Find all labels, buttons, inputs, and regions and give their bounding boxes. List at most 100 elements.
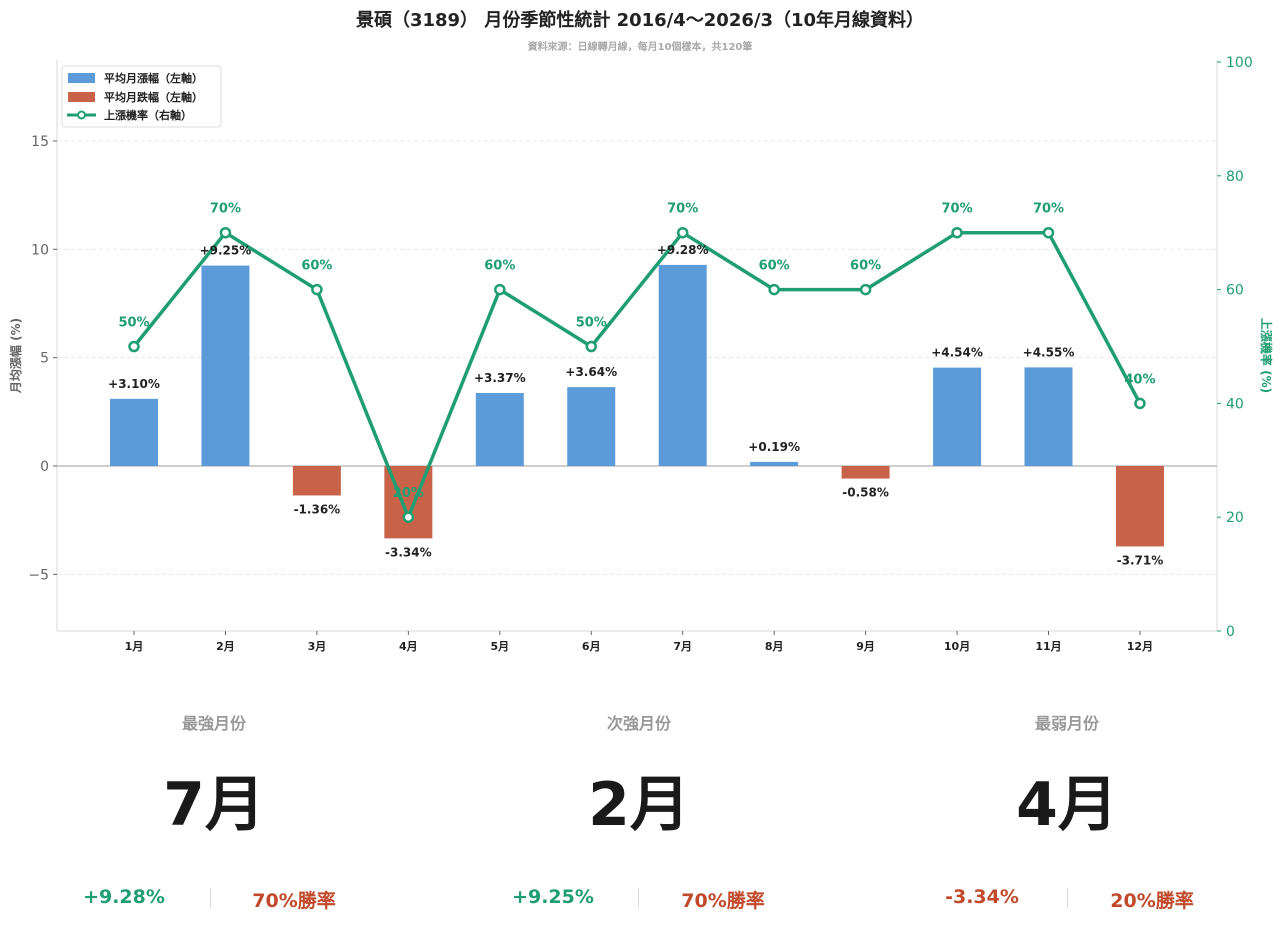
axes: 15 10 5 0 −5 100 80 60 40 20 0 月均漲幅 (%) 上漲機率 (%) 1月 2月… bbox=[8, 55, 1274, 653]
left-axis-label: 月均漲幅 (%) bbox=[8, 318, 23, 394]
line-value-label: 50% bbox=[118, 316, 149, 331]
bar-value-label: -3.34% bbox=[385, 545, 432, 559]
down-bar bbox=[292, 466, 341, 496]
line-value-label: 50% bbox=[576, 316, 607, 331]
line-value-label: 70% bbox=[667, 202, 698, 217]
seasonality-chart: 15 10 5 0 −5 100 80 60 40 20 0 月均漲幅 (%) 上漲機率 (%) 1月 2月… bbox=[8, 55, 1274, 653]
up-bar bbox=[475, 392, 524, 466]
line-marker bbox=[585, 340, 597, 353]
bar-value-label: -0.58% bbox=[842, 486, 889, 500]
card-winrate: 70%勝率 bbox=[252, 890, 336, 912]
x-tick-label: 5月 bbox=[490, 640, 509, 653]
line-value-label: 60% bbox=[850, 259, 881, 274]
bar-value-label: +9.28% bbox=[657, 243, 709, 257]
line-value-label: 40% bbox=[1124, 372, 1155, 387]
line-marker bbox=[951, 226, 963, 239]
x-tick-label: 1月 bbox=[125, 640, 144, 653]
bar-value-label: +4.55% bbox=[1023, 345, 1075, 359]
up-bar bbox=[750, 461, 799, 466]
card-change: +9.25% bbox=[512, 886, 594, 908]
gridlines bbox=[57, 140, 1217, 575]
card-winrate: 70%勝率 bbox=[681, 890, 765, 912]
bar-value-label: +3.37% bbox=[474, 371, 526, 385]
line-series bbox=[128, 226, 1146, 523]
legend-up-label: 平均月漲幅（左軸） bbox=[104, 71, 203, 85]
right-tick-label: 0 bbox=[1226, 624, 1235, 640]
line-marker bbox=[311, 283, 323, 296]
x-tick-label: 7月 bbox=[673, 640, 692, 653]
right-tick-label: 60 bbox=[1226, 283, 1244, 299]
left-tick-label: 0 bbox=[40, 459, 49, 475]
line-marker bbox=[768, 283, 780, 296]
card-weakest-month: 最弱月份 4月 -3.34% 20%勝率 bbox=[853, 690, 1280, 952]
card-divider bbox=[210, 888, 211, 908]
left-tick-label: −5 bbox=[28, 567, 49, 583]
right-tick-label: 20 bbox=[1226, 510, 1244, 526]
down-bar bbox=[841, 466, 890, 479]
legend-down-label: 平均月跌幅（左軸） bbox=[104, 90, 203, 104]
up-bar bbox=[658, 264, 707, 466]
chart-title: 景碩（3189） 月份季節性統計 2016/4～2026/3（10年月線資料） bbox=[355, 10, 925, 31]
right-tick-label: 40 bbox=[1226, 396, 1244, 412]
legend-down-swatch bbox=[68, 92, 95, 102]
line-marker bbox=[859, 283, 872, 296]
x-tick-label: 12月 bbox=[1127, 640, 1153, 653]
line-marker bbox=[676, 226, 689, 239]
card-label: 次強月份 bbox=[606, 714, 671, 733]
card-change: +9.28% bbox=[83, 886, 165, 908]
legend: 平均月漲幅（左軸） 平均月跌幅（左軸） 上漲機率（右軸） bbox=[61, 65, 222, 128]
up-bar bbox=[1024, 367, 1073, 466]
right-tick-label: 80 bbox=[1226, 169, 1244, 185]
line-marker bbox=[219, 226, 232, 239]
card-divider bbox=[638, 888, 639, 908]
bar-value-label: +3.64% bbox=[565, 365, 617, 379]
line-value-label: 20% bbox=[393, 486, 424, 501]
up-bar bbox=[567, 387, 616, 466]
legend-line-label: 上漲機率（右軸） bbox=[104, 108, 192, 122]
bar-value-label: +9.25% bbox=[200, 244, 252, 258]
card-strongest-month: 最強月份 7月 +9.28% 70%勝率 bbox=[0, 690, 428, 952]
down-bar bbox=[1115, 466, 1164, 547]
left-tick-label: 15 bbox=[31, 134, 49, 150]
x-tick-label: 11月 bbox=[1035, 640, 1061, 653]
line-value-label: 70% bbox=[941, 202, 972, 217]
card-change: -3.34% bbox=[945, 886, 1019, 908]
up-bar bbox=[201, 265, 250, 466]
bar-value-label: -3.71% bbox=[1117, 553, 1164, 567]
x-tick-label: 8月 bbox=[765, 640, 784, 653]
card-month: 4月 bbox=[1016, 770, 1118, 840]
card-month: 7月 bbox=[163, 770, 265, 840]
line-marker bbox=[1042, 226, 1055, 239]
line-value-label: 60% bbox=[759, 259, 790, 274]
line-marker bbox=[402, 511, 415, 523]
card-divider bbox=[1067, 888, 1068, 908]
x-tick-label: 9月 bbox=[856, 640, 875, 653]
up-bar bbox=[933, 367, 982, 466]
legend-line-marker-icon bbox=[77, 110, 86, 120]
summary-cards: 最強月份 7月 +9.28% 70%勝率 次強月份 2月 +9.25% 70%勝… bbox=[0, 690, 1280, 952]
line-value-label: 60% bbox=[484, 259, 515, 274]
line-marker bbox=[494, 283, 506, 296]
line-marker bbox=[1134, 397, 1146, 410]
right-axis-label: 上漲機率 (%) bbox=[1259, 318, 1274, 393]
bar-value-label: +3.10% bbox=[108, 377, 160, 391]
legend-up-swatch bbox=[68, 73, 95, 83]
card-winrate: 20%勝率 bbox=[1110, 890, 1194, 912]
data-labels: +3.10% +9.25% -1.36% -3.34% +3.37% +3.64% +9.2… bbox=[108, 202, 1163, 568]
bar-series bbox=[110, 264, 1164, 547]
bar-value-label: -1.36% bbox=[294, 502, 341, 516]
bar-value-label: +4.54% bbox=[931, 346, 983, 360]
line-value-label: 60% bbox=[301, 259, 332, 274]
card-label: 最強月份 bbox=[181, 714, 246, 733]
up-bar bbox=[110, 398, 158, 466]
line-value-label: 70% bbox=[210, 202, 241, 217]
card-second-month: 次強月份 2月 +9.25% 70%勝率 bbox=[425, 690, 853, 952]
card-month: 2月 bbox=[588, 770, 690, 840]
chart-subtitle: 資料來源：日線轉月線，每月10個樣本，共120筆 bbox=[527, 42, 753, 53]
right-tick-label: 100 bbox=[1226, 55, 1253, 71]
line-marker bbox=[128, 340, 140, 353]
card-label: 最弱月份 bbox=[1034, 714, 1099, 733]
left-tick-label: 5 bbox=[40, 351, 49, 367]
bar-value-label: +0.19% bbox=[748, 440, 800, 454]
x-tick-label: 10月 bbox=[944, 640, 970, 653]
